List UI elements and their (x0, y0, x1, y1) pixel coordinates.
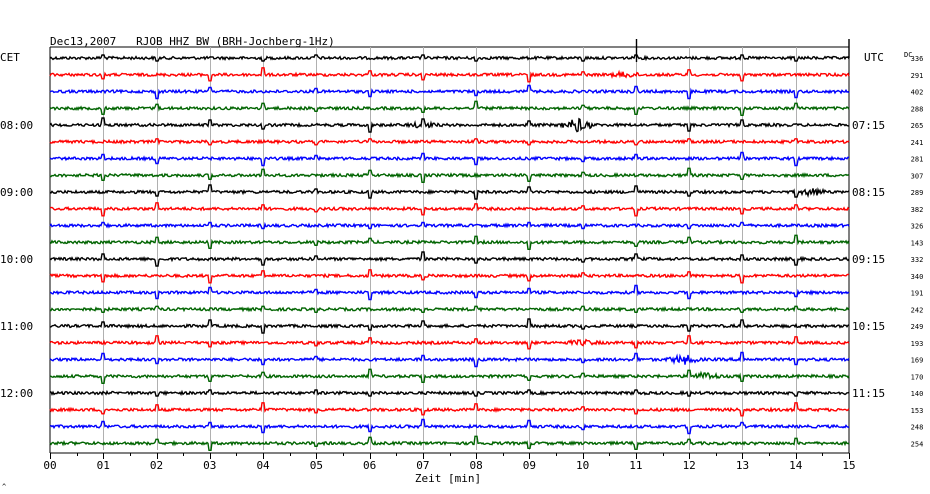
dc-value: 291 (911, 72, 924, 80)
dc-label: DC (904, 51, 912, 59)
left-hour-label: 09:00 (0, 186, 33, 199)
dc-value: 288 (911, 105, 924, 113)
dc-value: 254 (911, 440, 924, 448)
left-hour-label: 10:00 (0, 253, 33, 266)
trace-4 (49, 100, 850, 116)
dc-value: 340 (911, 273, 924, 281)
trace-2 (49, 67, 850, 83)
left-axis-label-cet: CET (0, 51, 20, 64)
trace-6 (49, 138, 850, 146)
x-tick-label: 09 (523, 459, 536, 472)
dc-value: 332 (911, 256, 924, 264)
dc-value: 402 (911, 89, 924, 97)
right-hour-label: 07:15 (852, 119, 885, 132)
dc-value: 382 (911, 206, 924, 214)
trace-9 (49, 184, 850, 200)
dc-value: 170 (911, 373, 924, 381)
x-tick-label: 05 (310, 459, 323, 472)
minute-gridlines (103, 47, 797, 450)
trace-10 (49, 202, 850, 217)
dc-value: 307 (911, 172, 924, 180)
right-hour-label: 10:15 (852, 320, 885, 333)
trace-19 (49, 351, 850, 368)
trace-16 (50, 305, 850, 313)
dc-value: 336 (911, 55, 924, 63)
dc-value: 140 (911, 390, 924, 398)
trace-17 (49, 318, 850, 334)
right-axis-label-utc: UTC (864, 51, 884, 64)
right-hour-label: 08:15 (852, 186, 885, 199)
trace-21 (49, 389, 850, 397)
x-tick-label: 12 (683, 459, 696, 472)
trace-12 (49, 234, 850, 250)
x-tick-label: 04 (256, 459, 270, 472)
x-tick-label: 13 (736, 459, 749, 472)
right-hour-label: 11:15 (852, 387, 885, 400)
left-hour-label: 11:00 (0, 320, 33, 333)
trace-7 (49, 151, 850, 167)
trace-1 (49, 54, 850, 62)
trace-5 (49, 117, 850, 133)
left-hour-label: 12:00 (0, 387, 33, 400)
trace-18 (49, 335, 850, 350)
dc-value: 248 (911, 424, 924, 432)
dc-value: 265 (911, 122, 924, 130)
chart-title: Dec13,2007 RJOB HHZ BW (BRH-Jochberg-1Hz… (50, 35, 335, 48)
dc-value: 169 (911, 357, 924, 365)
trace-14 (49, 269, 850, 284)
x-axis-label: Zeit [min] (415, 472, 481, 485)
trace-24 (49, 435, 850, 451)
right-hour-label: 09:15 (852, 253, 885, 266)
x-tick-label: 01 (97, 459, 110, 472)
dc-value: 193 (911, 340, 924, 348)
trace-13 (49, 251, 850, 267)
x-tick-label: 11 (629, 459, 642, 472)
trace-15 (49, 284, 850, 301)
chart-labels: Dec13,2007 RJOB HHZ BW (BRH-Jochberg-1Hz… (0, 35, 923, 491)
dc-value: 289 (911, 189, 924, 197)
x-tick-label: 03 (203, 459, 216, 472)
dc-value: 191 (911, 290, 924, 298)
x-tick-label: 07 (416, 459, 429, 472)
x-tick-label: 15 (842, 459, 855, 472)
seismogram-traces (49, 39, 850, 451)
left-hour-label: 08:00 (0, 119, 33, 132)
dc-value: 241 (911, 139, 924, 147)
plot-frame (49, 46, 850, 459)
trace-23 (49, 418, 850, 435)
x-tick-label: 06 (363, 459, 376, 472)
x-tick-label: 08 (470, 459, 483, 472)
trace-8 (49, 167, 850, 183)
dc-value: 143 (911, 239, 924, 247)
trace-22 (49, 402, 850, 417)
x-tick-label: 00 (43, 459, 56, 472)
x-tick-label: 10 (576, 459, 589, 472)
trace-20 (49, 368, 850, 384)
dc-value: 326 (911, 223, 924, 231)
trace-3 (49, 84, 850, 100)
dc-value: 249 (911, 323, 924, 331)
corner-mark: ^ (2, 483, 6, 491)
trace-11 (49, 221, 850, 230)
dc-value: 153 (911, 407, 924, 415)
dc-value: 281 (911, 156, 924, 164)
x-tick-label: 14 (789, 459, 803, 472)
x-tick-label: 02 (150, 459, 163, 472)
dc-value: 242 (911, 306, 924, 314)
